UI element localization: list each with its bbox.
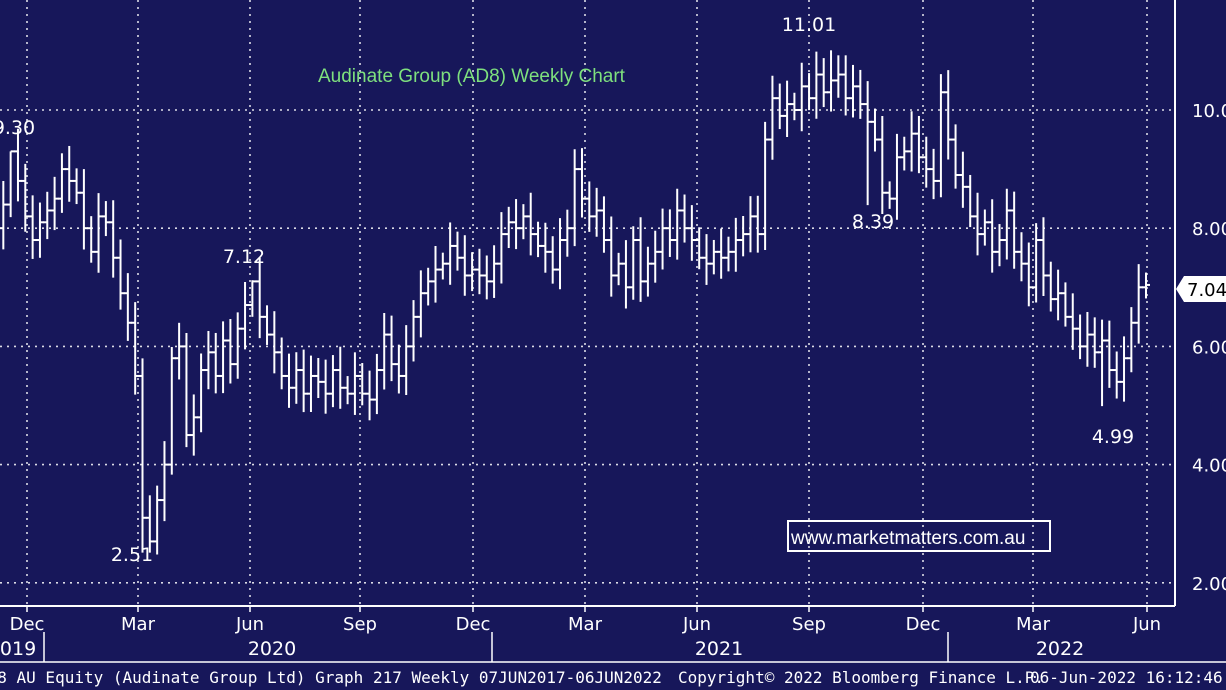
price-annotation: 2.51 xyxy=(111,544,153,566)
price-annotation: 4.99 xyxy=(1092,426,1134,448)
x-month-label: Jun xyxy=(235,614,264,635)
watermark-box xyxy=(787,520,1051,552)
y-tick-labels: 2.00 4.00 6.00 8.00 10.00 xyxy=(1192,101,1226,595)
x-year-label: 2022 xyxy=(1036,638,1084,660)
ohlc-bar xyxy=(1142,272,1150,299)
x-year-label: 2020 xyxy=(248,638,296,660)
last-price-flag xyxy=(1176,276,1226,302)
footer-copyright: Copyright© 2022 Bloomberg Finance L.P. xyxy=(678,668,1044,687)
x-month-label: Mar xyxy=(1016,614,1051,635)
x-month-label: Dec xyxy=(906,614,941,635)
price-bars xyxy=(0,50,1150,555)
y-tick-label: 2.00 xyxy=(1192,574,1226,595)
x-year-label: 2021 xyxy=(695,638,743,660)
x-month-label: Jun xyxy=(682,614,711,635)
x-month-label: Dec xyxy=(456,614,491,635)
y-tick-label: 10.00 xyxy=(1192,101,1226,122)
x-year-labels: 2019 2020 2021 2022 xyxy=(0,638,1084,660)
x-month-label: Sep xyxy=(343,614,377,635)
x-month-labels: Dec Mar Jun Sep Dec Mar Jun Sep Dec Mar Jun xyxy=(10,606,1161,635)
y-tick-label: 4.00 xyxy=(1192,456,1226,477)
footer-security: AD8 AU Equity (Audinate Group Ltd) Graph… xyxy=(0,668,662,687)
y-tick-label: 6.00 xyxy=(1192,337,1226,358)
chart-title: Audinate Group (AD8) Weekly Chart xyxy=(318,66,626,87)
price-annotation: 8.39 xyxy=(852,211,894,233)
x-month-label: Mar xyxy=(121,614,156,635)
watermark-url: www.marketmatters.com.au xyxy=(790,528,1025,549)
x-month-label: Sep xyxy=(792,614,826,635)
footer-timestamp: 06-Jun-2022 16:12:46 xyxy=(1030,668,1223,687)
last-price-label: 7.04 xyxy=(1187,280,1226,301)
price-annotation: 9.30 xyxy=(0,117,35,139)
x-month-label: Dec xyxy=(10,614,45,635)
price-annotation: 11.01 xyxy=(782,14,836,36)
x-month-label: Jun xyxy=(1132,614,1161,635)
x-year-label: 2019 xyxy=(0,638,36,660)
last-price-tag: 7.04 xyxy=(1176,276,1226,302)
y-tick-label: 8.00 xyxy=(1192,219,1226,240)
price-annotation: 7.12 xyxy=(223,246,265,268)
x-month-label: Mar xyxy=(568,614,603,635)
price-annotations: 9.30 7.12 2.51 11.01 8.39 4.99 xyxy=(0,14,1134,566)
grid-lines xyxy=(0,0,1175,606)
